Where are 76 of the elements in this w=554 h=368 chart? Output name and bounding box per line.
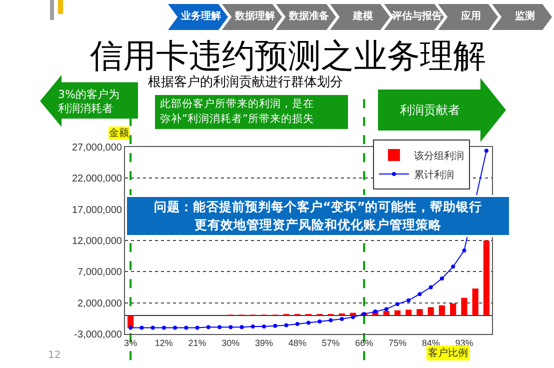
bar — [461, 298, 468, 316]
chart-title: 信用卡违约预测之业务理解 — [90, 36, 486, 75]
point — [340, 317, 344, 322]
text: 数据准备 — [288, 10, 330, 23]
bar — [406, 310, 412, 316]
bar — [394, 310, 401, 316]
bar — [438, 305, 446, 316]
bar — [483, 240, 490, 316]
point — [250, 324, 255, 329]
point — [206, 325, 210, 330]
point — [428, 285, 433, 290]
x-tick-label: 75% — [388, 338, 406, 348]
text: 数据理解 — [234, 10, 276, 23]
bar — [450, 303, 456, 316]
x-tick-label: 21% — [188, 338, 206, 348]
point — [173, 326, 178, 330]
text: 3%的客户为利润消耗者 — [58, 88, 120, 116]
point — [184, 326, 188, 330]
point — [418, 292, 422, 296]
point — [284, 323, 288, 328]
point — [162, 326, 166, 330]
x-tick-label: 39% — [255, 338, 274, 348]
point — [440, 276, 444, 281]
y-tick-label: 22,000,000 — [72, 174, 122, 185]
point — [140, 326, 144, 330]
bar — [350, 312, 356, 316]
y-tick-label: 27,000,000 — [72, 142, 122, 154]
y-tick-label: 17,000,000 — [72, 204, 122, 216]
text: 12 — [48, 350, 61, 361]
y-tick-label: 2,000,000 — [78, 298, 122, 310]
y-tick-label: 12,000,000 — [72, 236, 122, 247]
y-tick-label: 7,000,000 — [78, 267, 122, 278]
text: 建模 — [352, 10, 374, 23]
point — [384, 307, 388, 312]
x-tick-label: 66% — [355, 338, 374, 348]
bar — [472, 288, 478, 316]
point — [328, 318, 333, 322]
bar — [428, 307, 434, 316]
x-tick-label: 12% — [154, 338, 173, 348]
point — [228, 325, 233, 330]
text: 利润贡献者 — [400, 102, 460, 119]
x-tick-label: 84% — [422, 338, 440, 348]
legend-label: 该分组利润 — [414, 150, 464, 162]
x-axis-title: 客户比例 — [428, 347, 468, 359]
chart-subtitle: 根据客户的利润贡献进行群体划分 — [148, 74, 343, 91]
point — [150, 326, 155, 330]
point — [350, 315, 355, 320]
point — [262, 324, 266, 329]
text: 业务理解 — [180, 10, 222, 23]
point — [195, 326, 200, 330]
point — [128, 326, 133, 330]
y-axis-title: 金额 — [109, 127, 129, 139]
point — [306, 320, 310, 325]
x-tick-label: 57% — [322, 338, 340, 348]
point — [406, 298, 411, 302]
text: 此部份客户所带来的利润，是在弥补”利润消耗者”所带来的损失 — [160, 97, 315, 127]
point — [484, 148, 488, 153]
x-tick-label: 30% — [222, 338, 240, 348]
x-tick-label: 48% — [288, 338, 306, 348]
text: 监测 — [514, 10, 536, 23]
annotation: 问题：能否提前预判每个客户“变坏”的可能性，帮助银行更有效地管理资产风险和优化账户管理策略 — [152, 198, 484, 234]
point — [395, 302, 400, 306]
x-tick-label: 3% — [124, 338, 138, 348]
point — [451, 264, 456, 269]
text: 评估与报告 — [392, 10, 442, 23]
point — [240, 325, 244, 330]
text: 应用 — [460, 10, 482, 23]
y-tick-label: -3,000,000 — [74, 330, 122, 340]
point — [218, 325, 222, 330]
bar — [416, 309, 423, 316]
bar — [383, 310, 390, 316]
point — [295, 322, 300, 326]
point — [462, 248, 466, 252]
legend-label: 累计利润 — [414, 168, 454, 181]
point — [318, 320, 322, 324]
point — [273, 324, 278, 328]
